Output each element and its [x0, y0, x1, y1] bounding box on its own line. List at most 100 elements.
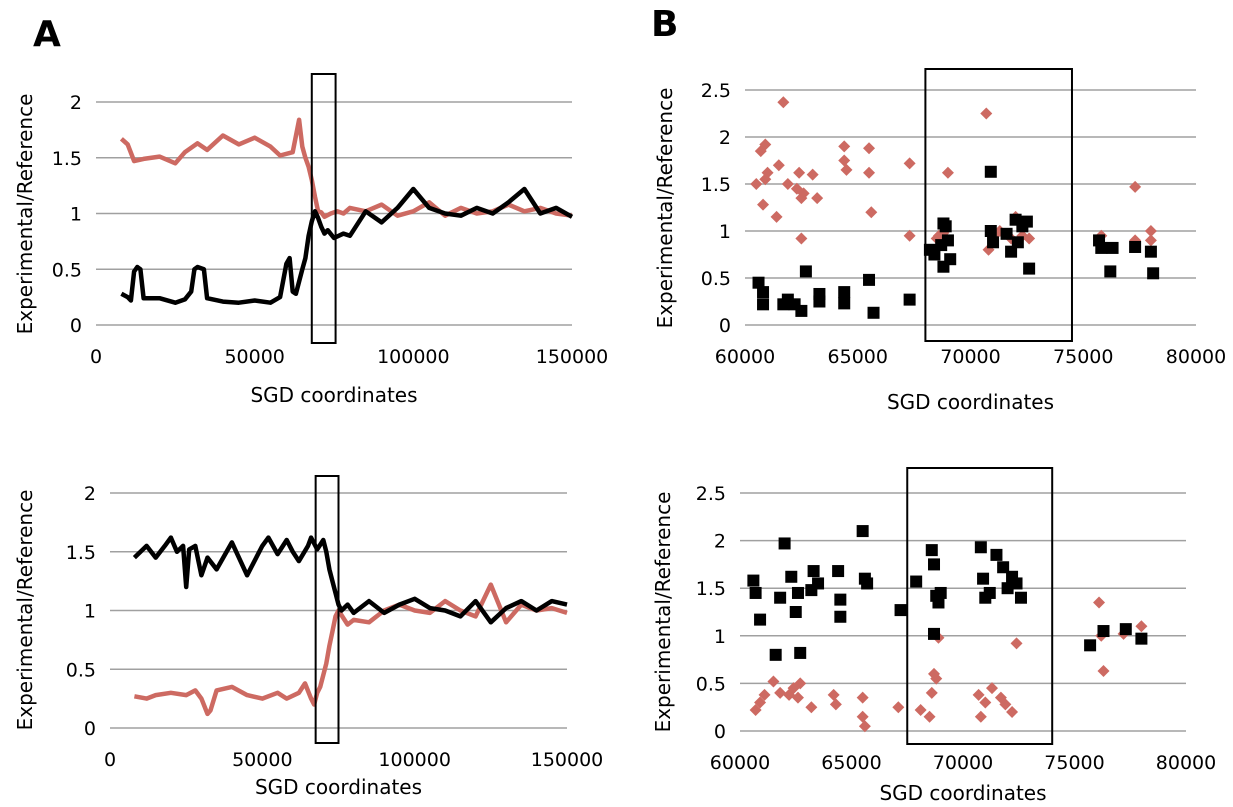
A_top-highlight-box [310, 73, 337, 344]
B_top-square-point [1129, 240, 1142, 253]
B_bottom-square-point [1119, 623, 1132, 636]
panel-label-a: A [33, 14, 61, 55]
B_top-diamond-point [865, 206, 878, 219]
B_bottom-ytick-label: 2 [714, 531, 726, 553]
B_top-xtick-label: 60000 [715, 346, 775, 368]
B_top-ytick-label: 1 [719, 221, 731, 243]
B_bottom-square-point [990, 548, 1003, 561]
B_top-diamond-point [797, 187, 810, 200]
B_bottom-square-point [928, 627, 941, 640]
B_bottom-highlight-box [906, 467, 1054, 745]
B_bottom-square-point [769, 648, 782, 661]
B_bottom-square-point [910, 575, 923, 588]
B_bottom-square-point [977, 572, 990, 585]
B_top-diamond-point [1129, 180, 1142, 193]
B_top-square-point [1104, 265, 1117, 278]
B_bottom-square-point [754, 613, 767, 626]
A_top-xtick-label: 0 [90, 346, 102, 368]
B_bottom-diamond-point [972, 688, 985, 701]
B_top-square-point [838, 286, 851, 299]
B_bottom-square-point [932, 596, 945, 609]
B_top-square-point [1011, 236, 1024, 249]
B_bottom-diamond-point [754, 696, 767, 709]
B_bottom-square-point [1014, 591, 1027, 604]
B_top-square-point [903, 293, 916, 306]
B_top-square-point [937, 260, 950, 273]
B_top-square-point [757, 298, 770, 311]
B_bottom-ytick-label: 2.5 [696, 483, 726, 505]
B_top-diamond-point [795, 232, 808, 245]
B_top-diamond-point [781, 178, 794, 190]
B_bottom-square-point [1010, 577, 1023, 590]
B_bottom-diamond-point [974, 710, 987, 723]
B_bottom-square-point [778, 537, 791, 550]
B_top-diamond-point [811, 192, 824, 205]
B_bottom-square-point [928, 558, 941, 571]
B_bottom-xtick-label: 70000 [933, 752, 993, 774]
B_bottom-y-axis-label: Experimental/Reference [651, 492, 675, 733]
B_top-square-point [867, 306, 880, 319]
B_top-diamond-point [838, 154, 851, 167]
B_bottom-square-point [834, 593, 847, 606]
B_bottom-diamond-point [979, 696, 992, 709]
A_top-ytick-label: 0.5 [52, 259, 82, 281]
B_top-diamond-point [806, 168, 819, 181]
B_bottom-diamond-point [1135, 620, 1148, 633]
A_bottom-ytick-label: 1 [84, 601, 96, 623]
B_bottom-square-point [997, 561, 1010, 574]
B_top-y-axis-label: Experimental/Reference [653, 88, 677, 329]
B_bottom-square-point [832, 565, 845, 578]
A_top-xtick-label: 50000 [224, 346, 284, 368]
B_bottom-ytick-label: 1.5 [696, 578, 726, 600]
B_top-diamond-point [903, 229, 916, 242]
B_bottom-diamond-point [791, 691, 804, 704]
B_top-square-point [757, 286, 770, 299]
B_top-diamond-point [941, 166, 954, 179]
B_bottom-diamond-point [774, 686, 787, 699]
B_top-square-point [863, 273, 876, 286]
A_bottom-ytick-label: 1.5 [66, 542, 96, 564]
B_top-diamond-point [863, 142, 876, 155]
B_bottom-diamond-point [1093, 596, 1106, 609]
B_top-square-point [1000, 227, 1013, 240]
B_top-ytick-label: 2.5 [701, 80, 731, 102]
B_top-xtick-label: 65000 [828, 346, 888, 368]
B_bottom-square-point [1097, 625, 1110, 638]
B_top-diamond-point [903, 157, 916, 170]
A_bottom-series-0-line [133, 582, 568, 717]
B_bottom-square-point [749, 586, 762, 599]
B_top-diamond-point [777, 96, 790, 109]
B_top-diamond-point [1144, 234, 1157, 247]
B_top-ytick-label: 1.5 [701, 174, 731, 196]
A_bottom-highlight-box [314, 475, 340, 744]
B_bottom-square-point [789, 606, 802, 618]
B_top-ytick-label: 2 [719, 127, 731, 149]
B_top-square-point [939, 220, 952, 233]
panel-label-b: B [651, 4, 679, 45]
B_top-square-point [984, 225, 997, 237]
B_top-diamond-point [1023, 232, 1036, 245]
B_top-square-point [1023, 262, 1036, 275]
B_bottom-square-point [861, 577, 874, 590]
B_bottom-diamond-point [794, 677, 807, 690]
B_bottom-diamond-point [1010, 637, 1023, 650]
B_top-diamond-point [863, 166, 876, 179]
A_bottom-y-axis-label: Experimental/Reference [13, 490, 37, 731]
B_top-square-point [838, 297, 851, 310]
B_top-diamond-point [770, 210, 783, 223]
A_top-xtick-label: 150000 [536, 346, 609, 368]
B_bottom-square-point [785, 570, 798, 583]
B_bottom-diamond-point [914, 704, 927, 717]
B_bottom-diamond-point [1097, 665, 1110, 678]
A_bottom-xtick-label: 50000 [232, 749, 292, 771]
B_bottom-ytick-label: 0 [714, 721, 726, 743]
A_bottom-xtick-label: 0 [104, 749, 116, 771]
B_top-square-point [1095, 241, 1108, 254]
B_bottom-square-point [791, 586, 804, 599]
B_top-square-point [941, 234, 954, 247]
A_bottom-ytick-label: 0.5 [66, 659, 96, 681]
B_top-diamond-point [772, 159, 785, 172]
B_bottom-square-point [812, 577, 825, 590]
B_bottom-square-point [774, 591, 787, 604]
